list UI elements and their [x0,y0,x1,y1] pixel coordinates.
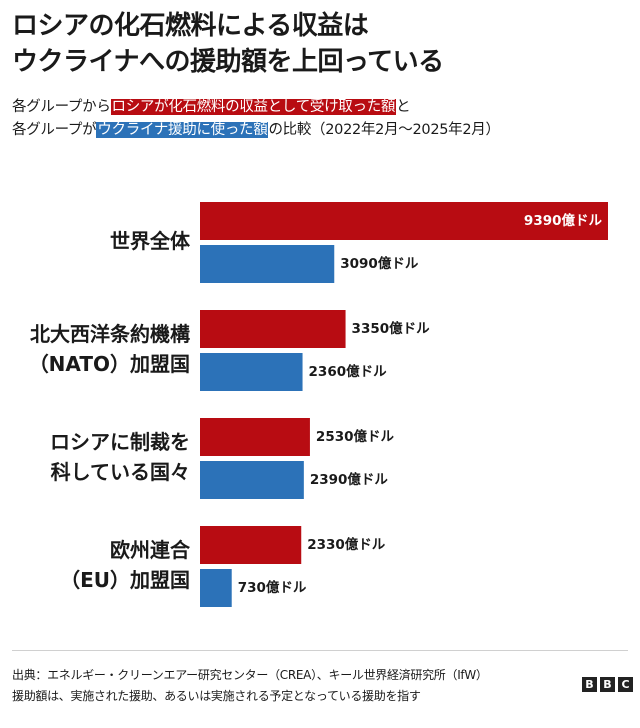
russia-revenue-bar [200,418,310,456]
footer-note: 援助額は、実施された援助、あるいは実施される予定となっている援助を指す [12,689,421,703]
title-line-1: ロシアの化石燃料による収益は [12,11,369,41]
title-line-2: ウクライナへの援助額を上回っている [12,47,444,77]
category-label: （EU）加盟国 [60,568,190,592]
data-label: 2390億ドル [310,471,389,488]
data-label: 3350億ドル [352,320,431,337]
data-label: 730億ドル [238,579,307,596]
data-label: 2330億ドル [307,536,386,553]
data-label: 2360億ドル [309,363,388,380]
bbc-logo-block-2: B [600,677,615,692]
russia-revenue-bar [200,202,608,240]
chart-title: ロシアの化石燃料による収益は ウクライナへの援助額を上回っている [12,8,632,80]
ukraine-aid-bar [200,461,304,499]
subtitle-russia-highlight: ロシアが化石燃料の収益として受け取った額 [110,99,397,115]
data-label: 2530億ドル [316,428,395,445]
footer-divider [12,650,628,651]
russia-revenue-bar [200,310,346,348]
category-label: 北大西洋条約機構 [30,322,190,346]
bbc-logo-block-3: C [618,677,633,692]
bbc-logo-block-1: B [582,677,597,692]
subtitle-line-1-pre: 各グループから [12,99,111,115]
footer: 出典：エネルギー・クリーンエアー研究センター（CREA）、キール世界経済研究所（… [12,665,572,707]
bbc-logo: B B C [582,677,633,692]
ukraine-aid-bar [200,569,232,607]
category-label: 世界全体 [110,229,191,253]
category-label: 欧州連合 [110,538,191,562]
russia-revenue-bar [200,526,302,564]
subtitle-line-2-post: の比較（2022年2月～2025年2月） [268,122,500,138]
ukraine-aid-bar [200,245,335,283]
category-label: ロシアに制裁を [50,430,190,454]
chart-subtitle: 各グループからロシアが化石燃料の収益として受け取った額と 各グループがウクライナ… [12,96,632,142]
ukraine-aid-bar [200,353,303,391]
category-label: 科している国々 [51,460,190,484]
data-label: 3090億ドル [340,255,419,272]
subtitle-line-2-pre: 各グループが [12,122,97,138]
subtitle-ukraine-highlight: ウクライナ援助に使った額 [96,122,269,138]
footer-source: 出典：エネルギー・クリーンエアー研究センター（CREA）、キール世界経済研究所（… [12,668,488,682]
subtitle-line-2: 各グループがウクライナ援助に使った額の比較（2022年2月～2025年2月） [12,119,632,142]
subtitle-line-1: 各グループからロシアが化石燃料の収益として受け取った額と [12,96,632,119]
category-label: （NATO）加盟国 [29,352,190,376]
subtitle-line-1-post: と [396,99,411,115]
data-label: 9390億ドル [524,212,603,229]
